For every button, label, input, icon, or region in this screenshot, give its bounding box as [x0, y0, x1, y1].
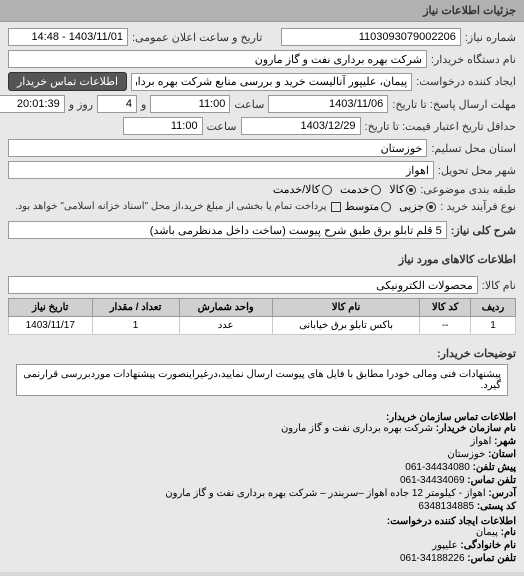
requester-family-label: نام خانوادگی: — [460, 540, 516, 551]
th-date: تاریخ نیاز — [9, 299, 93, 317]
general-desc-input[interactable] — [8, 221, 447, 239]
th-index: ردیف — [470, 299, 515, 317]
contact-address-label: آدرس: — [488, 488, 516, 499]
deadline-time-label: ساعت — [234, 98, 264, 111]
buyer-org-label: نام دستگاه خریدار: — [431, 53, 516, 66]
item-name-input[interactable] — [8, 276, 478, 294]
radio-icon — [426, 202, 436, 212]
requester-header: اطلاعات ایجاد کننده درخواست: — [8, 516, 516, 527]
buyer-org-input[interactable] — [8, 50, 427, 68]
province-input[interactable] — [8, 139, 427, 157]
category-radio-both[interactable]: کالا/خدمت — [273, 183, 332, 196]
contact-city-label: شهر: — [494, 436, 516, 447]
td-code: -- — [420, 317, 471, 335]
requester-family-value: علیپور — [432, 540, 457, 551]
requester-name-label: نام: — [501, 527, 516, 538]
th-unit: واحد شمارش — [179, 299, 272, 317]
contact-org-label: نام سازمان خریدار: — [436, 423, 516, 434]
buyer-note-label: توضیحات خریدار: — [437, 348, 516, 360]
contact-header: اطلاعات تماس سازمان خریدار: — [8, 412, 516, 423]
contact-fax-value: 061-34434069 — [400, 475, 465, 486]
td-date: 1403/11/17 — [9, 317, 93, 335]
deadline-days-input[interactable] — [97, 95, 137, 113]
requester-phone-value: 061-34188226 — [400, 553, 465, 564]
th-code: کد کالا — [420, 299, 471, 317]
deadline-days-label: روز و — [69, 98, 93, 111]
td-index: 1 — [470, 317, 515, 335]
purchase-radio-label-1: متوسط — [345, 200, 380, 213]
city-label: شهر محل تحویل: — [438, 164, 516, 177]
table-row[interactable]: 1 -- باکس تابلو برق خیابانی عدد 1 1403/1… — [9, 317, 516, 335]
contact-org-value: شرکت بهره برداری نفت و گاز مارون — [281, 423, 433, 434]
requester-phone-label: تلفن تماس: — [467, 553, 516, 564]
requester-label: ایجاد کننده درخواست: — [416, 75, 516, 88]
contact-province-label: استان: — [488, 449, 516, 460]
td-name: باکس تابلو برق خیابانی — [272, 317, 420, 335]
deadline-remaining-input[interactable] — [0, 95, 65, 113]
contact-city-value: اهواز — [471, 436, 492, 447]
contact-province-value: خوزستان — [447, 449, 485, 460]
deadline-time-input[interactable] — [150, 95, 230, 113]
th-qty: تعداد / مقدار — [92, 299, 179, 317]
radio-icon — [381, 202, 391, 212]
td-unit: عدد — [179, 317, 272, 335]
request-number-label: شماره نیاز: — [465, 31, 516, 44]
public-announce-input[interactable] — [8, 28, 128, 46]
province-label: استان محل تسلیم: — [431, 142, 516, 155]
general-desc-label: شرح کلی نیاز: — [451, 224, 516, 237]
category-radio-goods[interactable]: کالا — [389, 183, 416, 196]
th-name: نام کالا — [272, 299, 420, 317]
buyer-contact-button[interactable]: اطلاعات تماس خریدار — [8, 72, 127, 91]
items-section-header: اطلاعات کالاهای مورد نیاز — [0, 249, 524, 270]
requester-input[interactable] — [131, 73, 412, 91]
purchase-radio-label-0: جزیی — [399, 200, 424, 213]
title-bar: جزئیات اطلاعات نیاز — [0, 0, 524, 22]
contact-fax-label: تلفن تماس: — [467, 475, 516, 486]
request-number-input[interactable] — [281, 28, 461, 46]
radio-icon — [371, 185, 381, 195]
requester-name-value: پیمان — [476, 527, 498, 538]
purchase-radio-medium[interactable]: متوسط — [345, 200, 392, 213]
credit-date-input[interactable] — [241, 117, 361, 135]
deadline-label: مهلت ارسال پاسخ: تا تاریخ: — [392, 98, 516, 111]
city-input[interactable] — [8, 161, 434, 179]
public-announce-label: تاریخ و ساعت اعلان عمومی: — [132, 31, 262, 44]
contact-phone-value: 061-34434080 — [405, 462, 470, 473]
credit-time-input[interactable] — [123, 117, 203, 135]
deadline-date-input[interactable] — [268, 95, 388, 113]
purchase-radio-minor[interactable]: جزیی — [399, 200, 436, 213]
credit-time-label: ساعت — [207, 120, 237, 133]
treasury-checkbox[interactable] — [331, 202, 341, 212]
items-table: ردیف کد کالا نام کالا واحد شمارش تعداد /… — [8, 298, 516, 335]
category-radio-label-1: خدمت — [340, 183, 369, 196]
deadline-and-label: و — [141, 98, 146, 111]
contact-postal-value: 6348134885 — [418, 501, 474, 512]
category-radio-service[interactable]: خدمت — [340, 183, 381, 196]
purchase-note: پرداخت تمام یا بخشی از مبلغ خرید،از محل … — [15, 201, 327, 212]
category-radio-label-0: کالا — [389, 183, 404, 196]
purchase-type-label: نوع فرآیند خرید : — [440, 200, 516, 213]
category-radio-label-2: کالا/خدمت — [273, 183, 320, 196]
credit-label: حداقل تاریخ اعتبار قیمت: تا تاریخ: — [365, 120, 516, 133]
contact-postal-label: کد پستی: — [477, 501, 516, 512]
radio-icon — [406, 185, 416, 195]
contact-address-value: اهواز - کیلومتر 12 جاده اهواز –سربندر – … — [165, 488, 485, 499]
category-label: طبقه بندی موضوعی: — [420, 183, 516, 196]
buyer-note-box: پیشنهادات فنی ومالی خودرا مطابق با فایل … — [16, 364, 508, 396]
radio-icon — [322, 185, 332, 195]
item-name-label: نام کالا: — [482, 279, 516, 292]
contact-phone-label: پیش تلفن: — [473, 462, 516, 473]
td-qty: 1 — [92, 317, 179, 335]
